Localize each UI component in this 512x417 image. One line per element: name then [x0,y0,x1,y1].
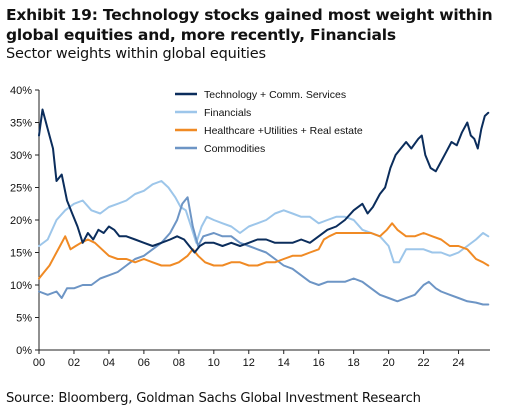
x-tick-label: 06 [138,357,150,369]
x-tick-label: 20 [382,357,394,369]
x-tick-label: 12 [243,357,255,369]
y-tick-label: 10% [10,280,32,292]
x-tick-label: 24 [452,357,464,369]
chart-title: Exhibit 19: Technology stocks gained mos… [6,6,493,44]
y-tick-label: 25% [10,183,32,195]
chart-source-note: Source: Bloomberg, Goldman Sachs Global … [6,391,421,406]
x-tick-label: 22 [417,357,429,369]
x-tick-label: 04 [103,357,115,369]
series-line-healthcare-utilities-real-estate [38,222,490,280]
line-chart: 0% 5% 10% 15% 20% 25% 30% 35% 40% 00 02 04 06 08 10 12 1… [10,85,490,369]
x-tick-label: 14 [278,357,290,369]
legend-label-commodities: Commodities [204,143,265,155]
x-tick-label: 02 [68,357,80,369]
x-tick-label: 10 [208,357,220,369]
y-tick-label: 35% [10,118,32,130]
legend-label-technology-comm-services: Technology + Comm. Services [204,89,346,101]
series-line-technology-comm-services [38,108,490,254]
x-tick-label: 00 [33,357,45,369]
y-tick-label: 40% [10,85,32,97]
chart-axes: 0% 5% 10% 15% 20% 25% 30% 35% 40% 00 02 04 06 08 10 12 1… [10,85,490,369]
y-tick-label: 30% [10,150,32,162]
y-tick-label: 20% [10,215,32,227]
chart-series-lines [38,108,490,306]
series-line-financials [38,180,490,264]
chart-legend: Technology + Comm. Services Financials Hea… [175,89,363,155]
series-line-commodities [38,196,490,306]
chart-subtitle: Sector weights within global equities [6,46,266,62]
legend-label-healthcare-utilities-real-estate: Healthcare +Utilities + Real estate [204,125,363,137]
x-tick-label: 16 [313,357,325,369]
legend-label-financials: Financials [204,107,251,119]
x-tick-label: 08 [173,357,185,369]
x-tick-label: 18 [348,357,360,369]
y-tick-label: 0% [16,345,32,357]
y-tick-label: 15% [10,248,32,260]
y-tick-label: 5% [16,313,32,325]
